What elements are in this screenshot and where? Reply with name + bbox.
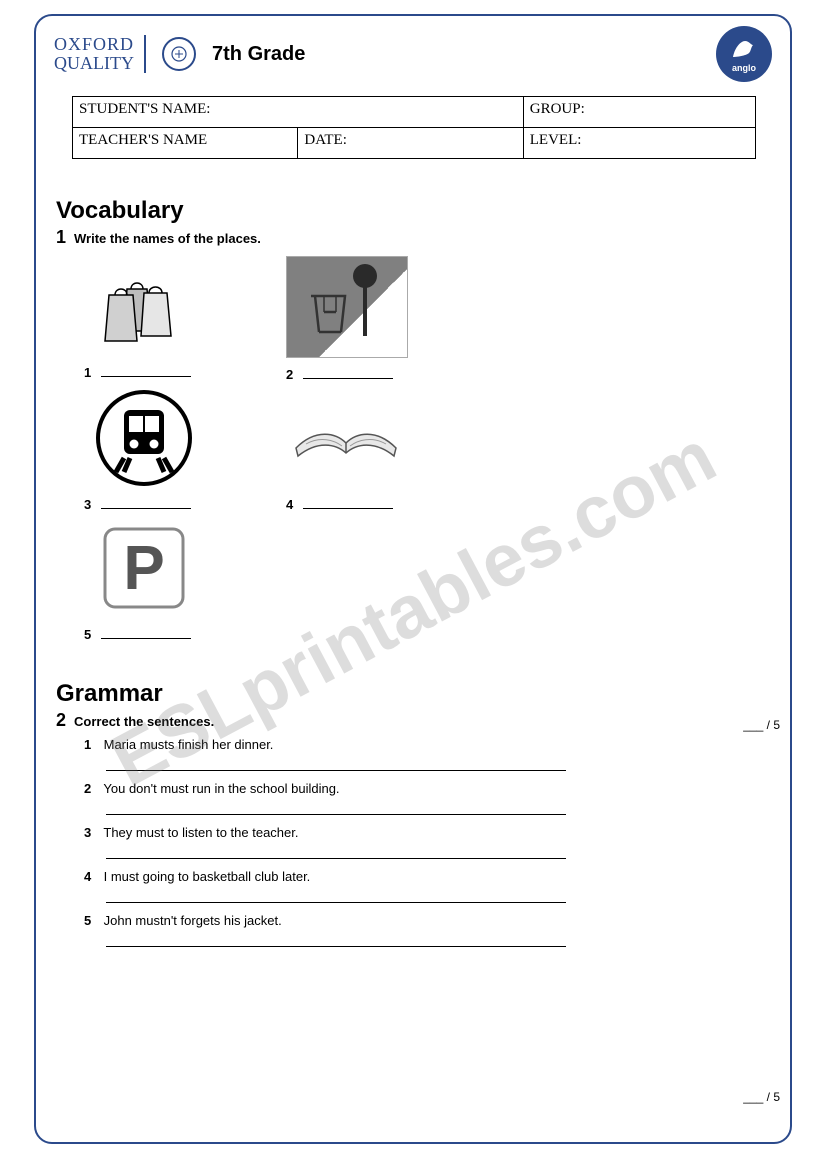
date-cell[interactable]: DATE: xyxy=(298,128,523,159)
vocab-blank-1[interactable] xyxy=(101,364,191,377)
grammar-exercise-number: 2 xyxy=(56,710,66,731)
anglo-logo-text: anglo xyxy=(732,63,756,73)
vocab-item-5-num: 5 xyxy=(84,627,91,642)
vocab-item-4-num: 4 xyxy=(286,497,293,512)
level-cell[interactable]: LEVEL: xyxy=(523,128,755,159)
grammar-item-3-text: They must to listen to the teacher. xyxy=(103,825,298,840)
vocabulary-title: Vocabulary xyxy=(56,197,770,225)
vocab-item-3-num: 3 xyxy=(84,497,91,512)
grammar-score: ___ / 5 xyxy=(743,1090,780,1104)
vocab-item-2-num: 2 xyxy=(286,367,293,382)
grammar-item-4-text: I must going to basketball club later. xyxy=(104,869,311,884)
vocab-blank-3[interactable] xyxy=(101,496,191,509)
vocab-grid: 1 2 xyxy=(84,256,770,642)
shopping-bags-icon xyxy=(84,256,204,356)
vocab-item-2: 2 xyxy=(286,256,436,382)
vocab-item-3: 3 xyxy=(84,388,234,512)
grammar-item-3: 3 They must to listen to the teacher. xyxy=(84,825,770,859)
grammar-item-5-text: John mustn't forgets his jacket. xyxy=(104,913,282,928)
vocab-item-4: 4 xyxy=(286,388,436,512)
grammar-item-1-text: Maria musts finish her dinner. xyxy=(104,737,274,752)
parking-sign-icon: P xyxy=(84,518,204,618)
grammar-item-4: 4 I must going to basketball club later. xyxy=(84,869,770,903)
grammar-list: 1 Maria musts finish her dinner. 2 You d… xyxy=(84,737,770,947)
grammar-item-4-num: 4 xyxy=(84,869,100,884)
grammar-item-2: 2 You don't must run in the school build… xyxy=(84,781,770,815)
grammar-item-1: 1 Maria musts finish her dinner. xyxy=(84,737,770,771)
open-book-icon xyxy=(286,388,406,488)
vocab-exercise-number: 1 xyxy=(56,227,66,248)
info-table: STUDENT'S NAME: GROUP: TEACHER'S NAME DA… xyxy=(72,96,756,159)
vocabulary-section: Vocabulary 1 Write the names of the plac… xyxy=(36,197,790,642)
vocab-blank-2[interactable] xyxy=(303,366,393,379)
vocab-item-5: P 5 xyxy=(84,518,234,642)
vocabulary-exercise-header: 1 Write the names of the places. xyxy=(56,227,770,248)
grammar-section: Grammar 2 Correct the sentences. 1 Maria… xyxy=(36,680,790,947)
vocab-blank-4[interactable] xyxy=(303,496,393,509)
anglo-animal-icon xyxy=(729,35,759,65)
grammar-item-2-num: 2 xyxy=(84,781,100,796)
grammar-blank-5[interactable] xyxy=(106,932,566,947)
anglo-logo: anglo xyxy=(716,26,772,82)
grammar-item-5-num: 5 xyxy=(84,913,100,928)
grammar-item-2-text: You don't must run in the school buildin… xyxy=(103,781,339,796)
grade-title: 7th Grade xyxy=(212,43,305,66)
teacher-name-cell[interactable]: TEACHER'S NAME xyxy=(73,128,298,159)
oxford-logo-line1: OXFORD xyxy=(54,35,134,54)
student-name-cell[interactable]: STUDENT'S NAME: xyxy=(73,97,524,128)
oxford-logo-line2: QUALITY xyxy=(54,54,134,73)
grammar-instruction: Correct the sentences. xyxy=(74,714,214,729)
header: OXFORD QUALITY 7th Grade anglo xyxy=(36,16,790,86)
grammar-blank-2[interactable] xyxy=(106,800,566,815)
train-station-icon xyxy=(84,388,204,488)
grammar-blank-4[interactable] xyxy=(106,888,566,903)
grammar-title: Grammar xyxy=(56,680,770,708)
vocab-item-1-num: 1 xyxy=(84,365,91,380)
oxford-logo: OXFORD QUALITY xyxy=(54,35,134,73)
grammar-exercise-header: 2 Correct the sentences. xyxy=(56,710,770,731)
grammar-item-3-num: 3 xyxy=(84,825,100,840)
svg-text:P: P xyxy=(123,534,164,603)
vocab-blank-5[interactable] xyxy=(101,626,191,639)
grammar-blank-3[interactable] xyxy=(106,844,566,859)
vocab-item-1: 1 xyxy=(84,256,234,382)
page-frame: OXFORD QUALITY 7th Grade anglo STUDENT'S… xyxy=(34,14,792,1144)
vocab-score: ___ / 5 xyxy=(743,718,780,732)
grammar-item-5: 5 John mustn't forgets his jacket. xyxy=(84,913,770,947)
grammar-item-1-num: 1 xyxy=(84,737,100,752)
oxford-seal-icon xyxy=(162,37,196,71)
grammar-blank-1[interactable] xyxy=(106,756,566,771)
logo-divider xyxy=(144,35,146,73)
park-playground-icon xyxy=(286,256,408,358)
group-cell[interactable]: GROUP: xyxy=(523,97,755,128)
vocab-instruction: Write the names of the places. xyxy=(74,231,261,246)
